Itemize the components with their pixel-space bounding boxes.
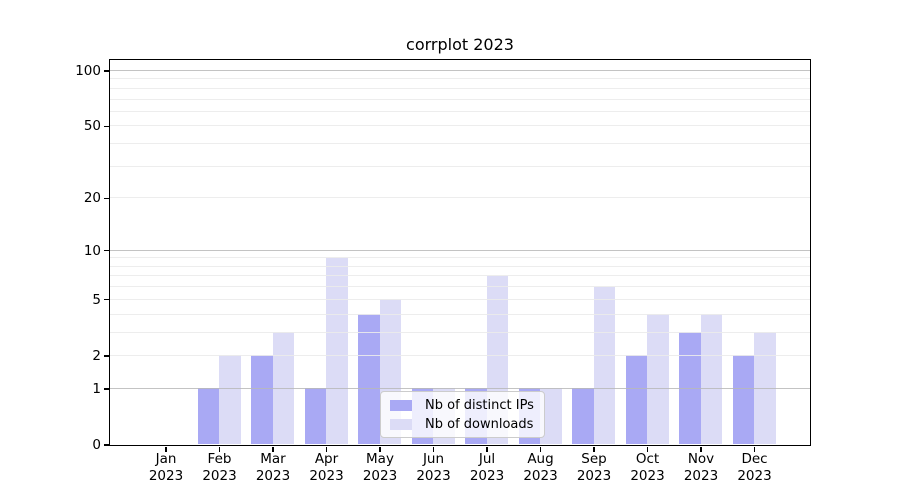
bar-downloads <box>219 355 241 445</box>
y-tick <box>103 125 109 128</box>
y-tick-label: 100 <box>75 63 101 79</box>
bar-distinct-ips <box>251 355 273 445</box>
gridline-minor <box>109 165 810 167</box>
gridline-minor <box>109 275 810 277</box>
gridline-major <box>109 70 810 71</box>
gridline-minor <box>109 265 810 267</box>
chart-title: corrplot 2023 <box>406 35 514 54</box>
x-tick <box>486 446 488 452</box>
legend-label-downloads: Nb of downloads <box>425 416 534 432</box>
bar-downloads <box>593 286 615 445</box>
gridline-minor <box>109 313 810 315</box>
x-tick <box>325 446 328 452</box>
gridline-minor <box>109 197 810 199</box>
gridline-minor <box>109 331 810 333</box>
plot-area <box>108 58 811 446</box>
y-tick <box>103 70 109 72</box>
y-tick-label: 0 <box>92 437 101 453</box>
gridline-minor <box>109 98 810 100</box>
bar-distinct-ips <box>358 314 380 445</box>
bar-downloads <box>540 388 562 445</box>
gridline-minor <box>109 87 810 89</box>
legend-swatch-downloads-icon <box>390 418 412 430</box>
gridline-minor <box>109 125 810 127</box>
x-tick <box>165 446 167 452</box>
y-tick <box>103 249 109 252</box>
bar-downloads <box>326 257 348 445</box>
bar-distinct-ips <box>572 388 594 445</box>
x-tick-label: Jun 2023 <box>416 451 451 484</box>
gridline-minor <box>109 78 810 80</box>
x-tick <box>432 446 435 452</box>
bar-distinct-ips <box>197 388 219 445</box>
gridline-minor <box>109 110 810 112</box>
gridline-major <box>109 387 810 389</box>
x-tick-label: Jan 2023 <box>148 451 184 484</box>
y-tick <box>103 299 109 301</box>
gridline-minor <box>109 257 810 259</box>
x-tick <box>753 446 756 452</box>
x-tick <box>593 446 595 452</box>
y-tick-label: 5 <box>92 291 101 308</box>
x-tick-label: Sep 2023 <box>576 451 612 484</box>
x-tick <box>218 446 221 452</box>
x-tick-label: Nov 2023 <box>683 451 719 484</box>
bar-downloads <box>700 314 722 445</box>
bar-downloads <box>647 314 669 445</box>
y-tick <box>103 388 109 390</box>
x-tick <box>700 446 702 452</box>
x-tick-label: Jul 2023 <box>469 451 505 484</box>
x-tick-label: Aug 2023 <box>523 451 558 484</box>
y-tick <box>103 444 109 446</box>
legend-label-distinct-ips: Nb of distinct IPs <box>425 397 534 413</box>
gridline-minor <box>109 354 810 356</box>
bar-distinct-ips <box>732 355 754 445</box>
x-tick-label: Oct 2023 <box>630 451 665 484</box>
x-tick-label: Feb 2023 <box>202 451 237 484</box>
x-tick <box>272 446 274 452</box>
bar-distinct-ips <box>625 355 647 445</box>
y-tick <box>103 197 109 199</box>
bar-distinct-ips <box>304 388 326 445</box>
x-tick-label: Dec 2023 <box>737 451 772 484</box>
y-tick-label: 50 <box>83 118 101 135</box>
y-tick-label: 1 <box>92 380 101 397</box>
gridline-minor <box>109 298 810 300</box>
x-tick <box>379 446 381 452</box>
y-tick <box>103 355 109 357</box>
legend-entry-distinct-ips: Nb of distinct IPs <box>390 397 534 413</box>
gridline-minor <box>109 286 810 288</box>
x-tick <box>539 446 542 452</box>
x-tick <box>646 446 649 452</box>
x-tick-label: Mar 2023 <box>255 451 291 484</box>
legend: Nb of distinct IPs Nb of downloads <box>380 391 545 438</box>
y-tick-label: 2 <box>92 347 101 364</box>
legend-entry-downloads: Nb of downloads <box>390 416 534 432</box>
gridline-major <box>109 249 810 251</box>
x-tick-label: Apr 2023 <box>309 451 344 484</box>
y-tick-label: 20 <box>83 190 101 207</box>
gridline-minor <box>109 143 810 145</box>
x-tick-label: May 2023 <box>362 451 398 484</box>
legend-swatch-distinct-ips-icon <box>390 399 412 411</box>
y-tick-label: 10 <box>83 242 101 259</box>
